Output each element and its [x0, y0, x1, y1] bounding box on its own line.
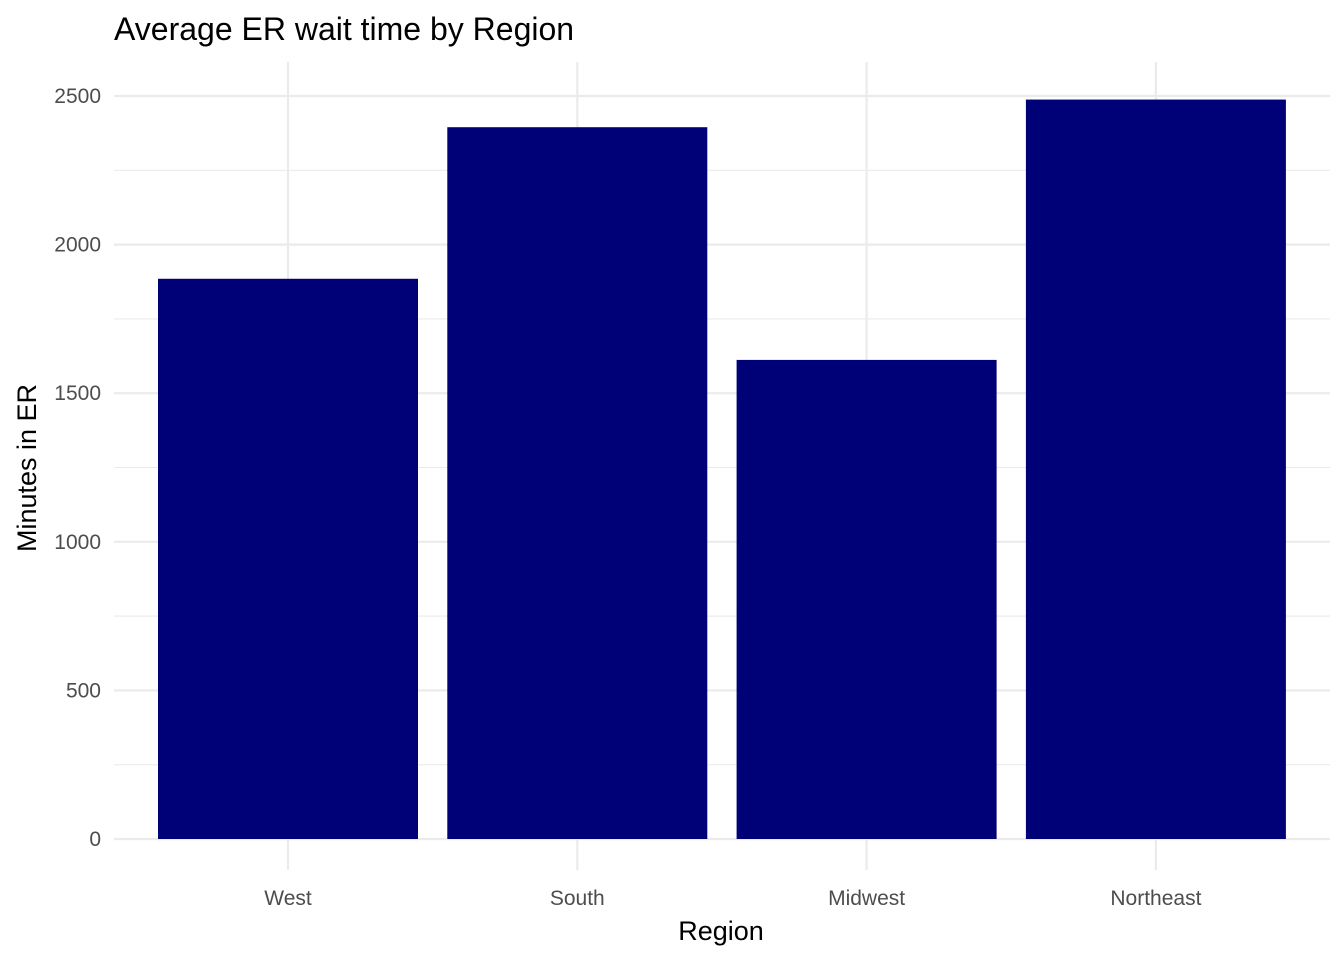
bar-west [158, 278, 418, 839]
y-tick-label: 0 [89, 828, 101, 851]
x-tick-label: West [264, 887, 312, 910]
y-axis-title: Minutes in ER [12, 384, 42, 552]
y-tick-label: 500 [66, 679, 101, 702]
y-tick-label: 2500 [54, 85, 101, 108]
y-axis-ticks: 0 500 1000 1500 2000 2500 [54, 85, 101, 851]
bar-midwest [736, 359, 997, 839]
chart-title: Average ER wait time by Region [114, 11, 574, 47]
bar-south [447, 127, 708, 840]
x-axis-ticks: West South Midwest Northeast [264, 887, 1201, 910]
x-tick-label: Midwest [828, 887, 905, 910]
bar-northeast [1025, 99, 1286, 839]
x-tick-label: Northeast [1110, 887, 1201, 910]
y-tick-label: 1000 [54, 531, 101, 554]
y-tick-label: 2000 [54, 234, 101, 257]
x-tick-label: South [550, 887, 605, 910]
x-axis-title: Region [678, 916, 764, 946]
y-tick-label: 1500 [54, 382, 101, 405]
bars [158, 99, 1286, 840]
